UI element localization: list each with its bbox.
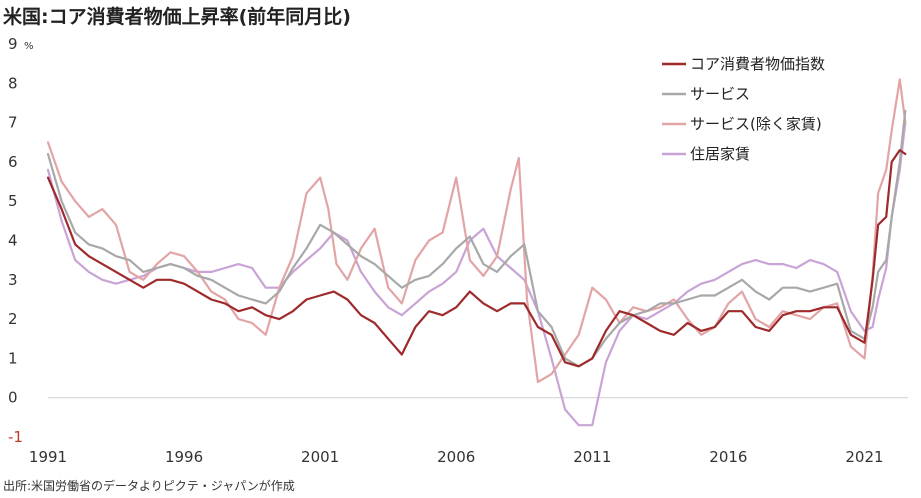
- y-axis-ticks: -1 0 1 2 3 4 5 6 7 8 9%: [8, 35, 34, 446]
- x-tick-label: 2006: [437, 448, 475, 466]
- series-line-2: [46, 109, 907, 368]
- x-tick-label: 2011: [573, 448, 611, 466]
- y-unit-label: %: [24, 41, 34, 52]
- x-tick-label: 2016: [709, 448, 747, 466]
- x-tick-label: 1996: [165, 448, 203, 466]
- y-tick-label: 8: [8, 74, 18, 92]
- legend-label: 住居家賃: [690, 145, 750, 163]
- x-axis-ticks: 1991 1996 2001 2006 2011 2016 2021: [29, 448, 884, 466]
- x-tick-label: 2021: [845, 448, 883, 466]
- legend-label: コア消費者物価指数: [690, 55, 825, 73]
- series-line-3: [46, 78, 907, 384]
- series-layer: [46, 78, 907, 427]
- y-tick-label: 1: [8, 349, 18, 367]
- y-tick-label: 4: [8, 232, 18, 250]
- series-line-4: [46, 121, 907, 427]
- y-tick-label: 3: [8, 271, 18, 289]
- x-tick-label: 1991: [29, 448, 67, 466]
- y-tick-label: 7: [8, 114, 18, 132]
- y-tick-label: 2: [8, 310, 18, 328]
- legend-label: サービス(除く家賃): [690, 115, 822, 133]
- y-tick-label: 6: [8, 153, 18, 171]
- x-tick-label: 2001: [301, 448, 339, 466]
- series-line-1: [46, 149, 907, 368]
- y-tick-label: -1: [8, 428, 23, 446]
- source-note: 出所:米国労働省のデータよりピクテ・ジャパンが作成: [3, 479, 295, 493]
- chart-title: 米国:コア消費者物価上昇率(前年同月比): [3, 6, 351, 28]
- legend-label: サービス: [690, 85, 750, 103]
- y-tick-label: 0: [8, 389, 18, 407]
- y-tick-label: 9: [8, 35, 18, 53]
- y-tick-label: 5: [8, 192, 18, 210]
